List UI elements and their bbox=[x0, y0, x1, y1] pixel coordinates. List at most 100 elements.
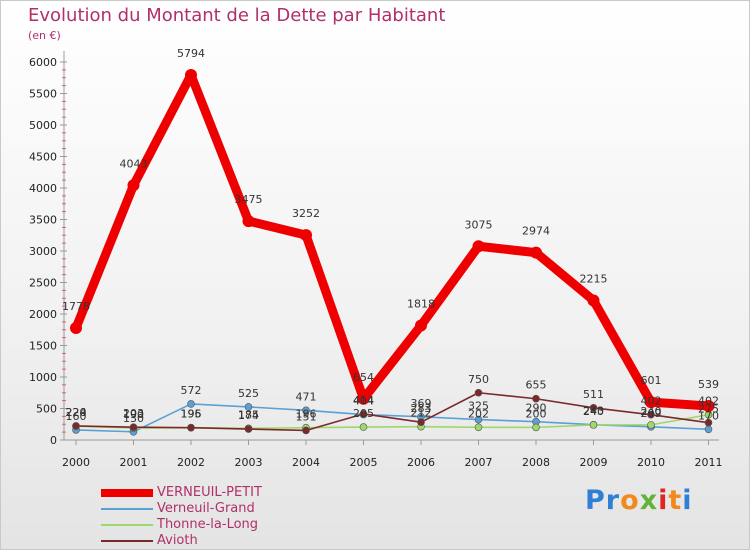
y-tick-label: 4500 bbox=[29, 151, 57, 164]
data-label: 2215 bbox=[580, 272, 608, 285]
logo-letter: o bbox=[620, 485, 640, 516]
data-point bbox=[300, 229, 312, 242]
logo-letter: t bbox=[668, 485, 683, 516]
data-label: 240 bbox=[641, 405, 662, 418]
data-label: 196 bbox=[181, 408, 202, 421]
y-tick-label: 2500 bbox=[29, 277, 57, 290]
data-label: 283 bbox=[411, 402, 432, 415]
x-tick-label: 2004 bbox=[292, 456, 320, 469]
data-label: 151 bbox=[296, 410, 317, 423]
data-label: 1818 bbox=[407, 297, 435, 310]
logo-letter: i bbox=[682, 485, 693, 516]
data-label: 404 bbox=[353, 395, 374, 408]
x-tick-label: 2003 bbox=[235, 456, 263, 469]
data-point bbox=[357, 392, 370, 405]
data-point bbox=[187, 423, 195, 432]
data-label: 209 bbox=[641, 407, 662, 420]
y-tick-label: 1500 bbox=[29, 340, 57, 353]
data-label: 190 bbox=[123, 408, 144, 421]
data-point bbox=[417, 418, 425, 426]
data-point bbox=[645, 396, 657, 409]
y-tick-label: 0 bbox=[50, 434, 57, 447]
y-tick-label: 1000 bbox=[29, 371, 57, 384]
data-point bbox=[187, 400, 195, 408]
data-label: 539 bbox=[698, 378, 719, 391]
y-tick-label: 5500 bbox=[29, 88, 57, 101]
data-label: 511 bbox=[583, 388, 604, 401]
data-label: 170 bbox=[698, 409, 719, 422]
legend-label: VERNEUIL-PETIT bbox=[157, 485, 262, 500]
data-label: 200 bbox=[526, 407, 547, 420]
x-tick-label: 2000 bbox=[62, 456, 90, 469]
series-line bbox=[75, 391, 709, 432]
legend-swatch bbox=[101, 524, 153, 526]
series-3 bbox=[72, 388, 713, 435]
legend-label: Avioth bbox=[157, 533, 198, 548]
series-labels-0: 1778 4043 5794 3475 3252 654 1818 3075 2974 2215 6… bbox=[62, 47, 719, 391]
data-label: 203 bbox=[123, 407, 144, 420]
proxiti-logo: Proxiti bbox=[585, 485, 693, 516]
x-tick-label: 2001 bbox=[120, 456, 148, 469]
data-label: 196 bbox=[296, 408, 317, 421]
data-label: 750 bbox=[468, 373, 489, 386]
legend-swatch bbox=[101, 489, 153, 497]
data-point bbox=[244, 425, 253, 433]
y-tick-label: 6000 bbox=[29, 56, 57, 69]
data-label: 654 bbox=[353, 371, 374, 384]
logo-letter: r bbox=[605, 485, 621, 516]
x-tick-label: 2008 bbox=[522, 456, 550, 469]
data-point bbox=[704, 425, 713, 434]
data-label: 5794 bbox=[177, 47, 205, 60]
data-point bbox=[70, 321, 82, 334]
x-tick-label: 2006 bbox=[407, 456, 435, 469]
y-tick-label: 2000 bbox=[29, 308, 57, 321]
series-0 bbox=[70, 68, 715, 413]
legend-swatch bbox=[101, 508, 153, 510]
y-tick-label: 5000 bbox=[29, 119, 57, 132]
axes: 0 500 1000 1500 2000 2500 3000 3500 4000 4500 5000… bbox=[29, 51, 723, 469]
data-label: 325 bbox=[468, 400, 489, 413]
logo-letter: i bbox=[658, 485, 669, 516]
data-label: 3252 bbox=[292, 207, 320, 220]
data-point bbox=[647, 421, 655, 429]
data-point bbox=[127, 179, 140, 192]
data-label: 369 bbox=[411, 397, 432, 410]
series-line bbox=[75, 413, 709, 430]
data-point bbox=[72, 422, 80, 430]
x-tick-label: 2009 bbox=[580, 456, 608, 469]
data-point bbox=[702, 400, 715, 413]
data-label: 402 bbox=[641, 395, 662, 408]
data-label: 572 bbox=[181, 384, 202, 397]
data-label: 2974 bbox=[522, 225, 550, 238]
data-point bbox=[474, 415, 483, 424]
data-point bbox=[242, 215, 255, 228]
data-label: 202 bbox=[468, 407, 489, 420]
data-label: 160 bbox=[66, 410, 87, 423]
data-label: 243 bbox=[583, 405, 604, 418]
data-point bbox=[302, 406, 310, 415]
data-point bbox=[532, 394, 540, 403]
data-point bbox=[647, 410, 655, 419]
data-label: 240 bbox=[583, 405, 604, 418]
data-point bbox=[359, 423, 368, 431]
data-label: 205 bbox=[353, 407, 374, 420]
data-label: 185 bbox=[238, 408, 259, 421]
logo-letter: x bbox=[639, 485, 659, 516]
y-tick-label: 4000 bbox=[29, 182, 57, 195]
data-label: 3475 bbox=[235, 193, 263, 206]
data-label: 655 bbox=[526, 379, 547, 392]
data-point bbox=[704, 418, 713, 427]
data-label: 3075 bbox=[465, 218, 493, 231]
chart-title: Evolution du Montant de la Dette par Hab… bbox=[28, 5, 446, 26]
data-label: 174 bbox=[238, 409, 259, 422]
y-tick-label: 3000 bbox=[29, 245, 57, 258]
x-tick-label: 2010 bbox=[637, 456, 665, 469]
x-tick-label: 2011 bbox=[695, 456, 723, 469]
data-label: 525 bbox=[238, 387, 259, 400]
legend-label: Verneuil-Grand bbox=[157, 501, 255, 516]
data-point bbox=[589, 404, 598, 412]
data-label: 1778 bbox=[62, 300, 90, 313]
data-point bbox=[185, 68, 197, 81]
